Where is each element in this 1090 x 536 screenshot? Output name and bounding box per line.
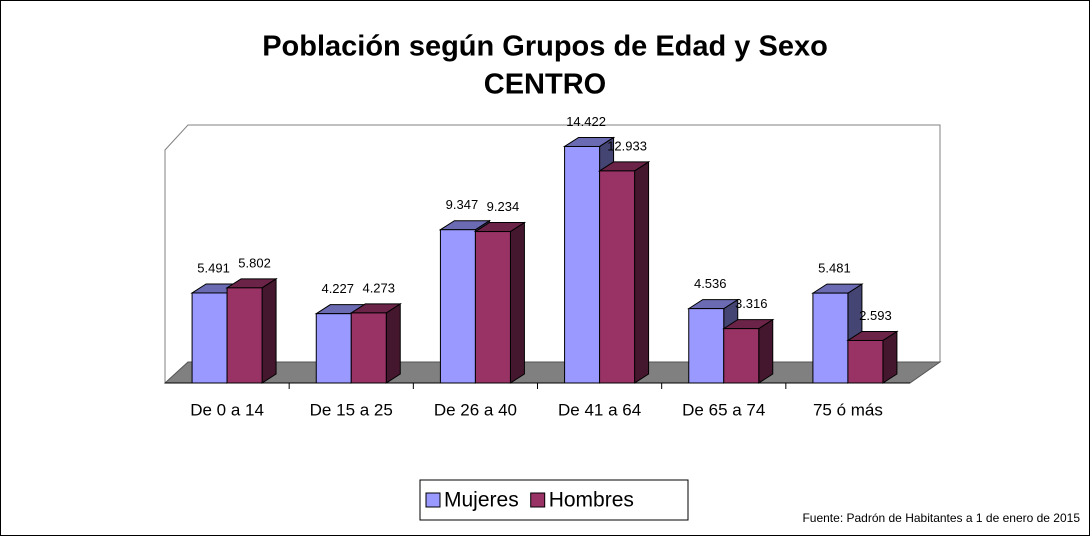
x-tick-label: 75 ó más [813,400,883,419]
legend-label: Mujeres [444,489,519,512]
source-note: Fuente: Padrón de Habitantes a 1 de ener… [802,511,1080,525]
x-tick-label: De 65 a 74 [682,400,765,419]
data-label: 4.536 [694,276,727,291]
bar-front [723,328,760,384]
bar-front [847,339,884,384]
bar-front [315,313,352,384]
data-label: 12.933 [607,138,647,153]
data-label: 5.481 [818,261,851,276]
x-tick-label: De 0 a 14 [190,400,264,419]
bar-front [474,231,511,384]
legend-label: Hombres [549,489,634,512]
bar-side [634,160,650,384]
data-label: 9.234 [487,199,520,214]
bar [722,318,775,384]
data-label: 9.347 [446,197,479,212]
bar [597,160,651,384]
x-tick-label: De 41 a 64 [558,400,641,419]
bar [473,221,527,384]
x-tick-label: De 26 a 40 [434,400,517,419]
bar [349,303,402,384]
data-label: 14.422 [566,114,606,129]
bar-front [599,170,636,384]
data-label: 5.802 [238,255,271,270]
bar-front [350,312,387,384]
data-label: 3.316 [735,296,768,311]
bar-front [439,229,476,384]
bar-front [226,287,263,384]
bar-front [688,308,725,384]
legend-swatch [425,492,441,508]
chart-title: Población según Grupos de Edad y Sexo [262,31,828,63]
chart-subtitle: CENTRO [484,69,606,101]
legend [419,479,689,521]
bar [225,277,278,384]
bar-side [758,318,774,384]
bar-side [385,303,401,384]
data-label: 4.227 [321,281,354,296]
bar-side [509,221,525,384]
data-label: 4.273 [362,280,395,295]
back-wall [164,124,941,383]
bar [846,330,899,384]
data-label: 2.593 [859,308,892,323]
bar-front [812,292,849,384]
data-label: 5.491 [197,260,230,275]
bar-front [564,145,601,384]
bar-front [191,292,228,384]
x-tick-label: De 15 a 25 [310,400,393,419]
bar-side [261,277,277,384]
legend-swatch [530,492,546,508]
